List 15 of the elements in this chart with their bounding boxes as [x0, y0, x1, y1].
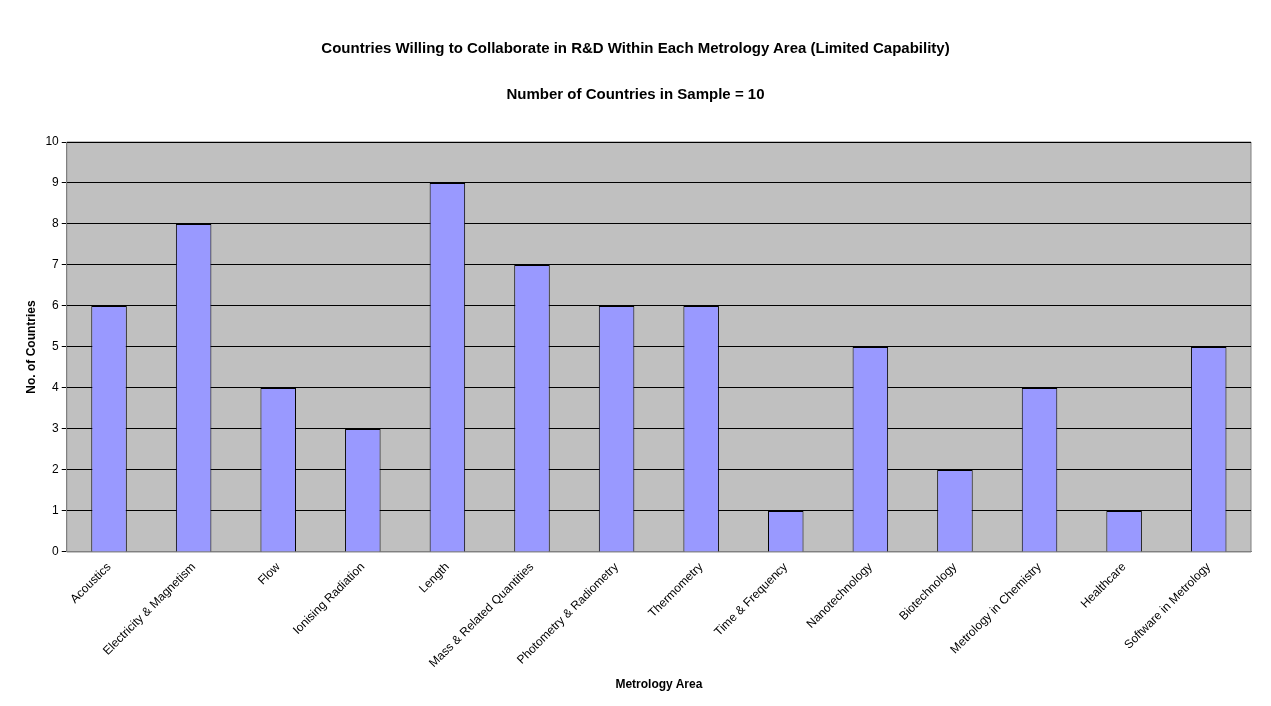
y-axis-title: No. of Countries — [23, 299, 38, 394]
y-tick-label: 8 — [52, 216, 60, 231]
y-tick-label: 6 — [52, 298, 60, 313]
y-tick-label: 5 — [52, 339, 60, 354]
y-tick-label: 10 — [45, 134, 60, 149]
y-tick-label: 0 — [52, 544, 60, 559]
x-axis-title: Metrology Area — [615, 677, 703, 692]
y-tick-label: 3 — [52, 421, 60, 436]
y-tick-label: 4 — [52, 380, 60, 395]
y-tick-label: 2 — [52, 462, 60, 477]
y-tick-label: 1 — [52, 503, 60, 518]
chart-subtitle: Number of Countries in Sample = 10 — [506, 85, 765, 103]
y-tick-label: 7 — [52, 257, 60, 272]
chart-title: Countries Willing to Collaborate in R&D Within Each Metrology Area (Limited Capability) — [321, 39, 950, 57]
y-tick-label: 9 — [52, 175, 60, 190]
